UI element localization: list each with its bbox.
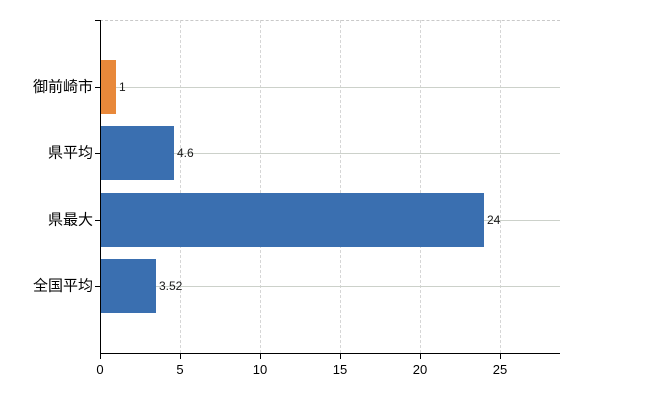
- vertical-gridline: [500, 20, 501, 353]
- bar-value-label: 3.52: [159, 279, 183, 293]
- x-tick-label: 15: [332, 362, 348, 377]
- x-tick-label: 0: [96, 362, 104, 377]
- y-axis-tick: [95, 286, 100, 287]
- bar-value-label: 4.6: [177, 146, 194, 160]
- bar-value-label: 24: [487, 213, 501, 227]
- x-axis-tick: [180, 354, 181, 359]
- x-tick-label: 10: [252, 362, 268, 377]
- y-axis-tick: [95, 153, 100, 154]
- vertical-gridline: [180, 20, 181, 353]
- category-label: 全国平均: [32, 277, 93, 295]
- x-axis-tick: [260, 354, 261, 359]
- vertical-gridline: [420, 20, 421, 353]
- vertical-gridline: [260, 20, 261, 353]
- horizontal-gridline: [100, 87, 560, 88]
- y-axis-line: [100, 20, 101, 354]
- bar-value-label: 1: [119, 80, 126, 94]
- category-label: 県最大: [47, 211, 93, 229]
- horizontal-gridline: [100, 153, 560, 154]
- y-axis-tick: [95, 87, 100, 88]
- category-label: 御前崎市: [32, 78, 93, 96]
- x-axis-tick: [420, 354, 421, 359]
- x-axis-tick: [500, 354, 501, 359]
- bar-2: [100, 193, 484, 247]
- bar-0: [100, 60, 116, 114]
- plot-top-border: [100, 20, 560, 21]
- horizontal-gridline: [100, 286, 560, 287]
- x-tick-label: 5: [176, 362, 184, 377]
- x-tick-label: 25: [492, 362, 508, 377]
- vertical-gridline: [340, 20, 341, 353]
- x-axis-tick: [100, 354, 101, 359]
- bar-1: [100, 126, 174, 180]
- x-tick-label: 20: [412, 362, 428, 377]
- y-axis-tick: [95, 220, 100, 221]
- category-label: 県平均: [47, 144, 93, 162]
- y-axis-top-tick: [95, 20, 100, 21]
- x-axis-tick: [340, 354, 341, 359]
- bar-3: [100, 259, 156, 313]
- x-axis-line: [100, 353, 560, 354]
